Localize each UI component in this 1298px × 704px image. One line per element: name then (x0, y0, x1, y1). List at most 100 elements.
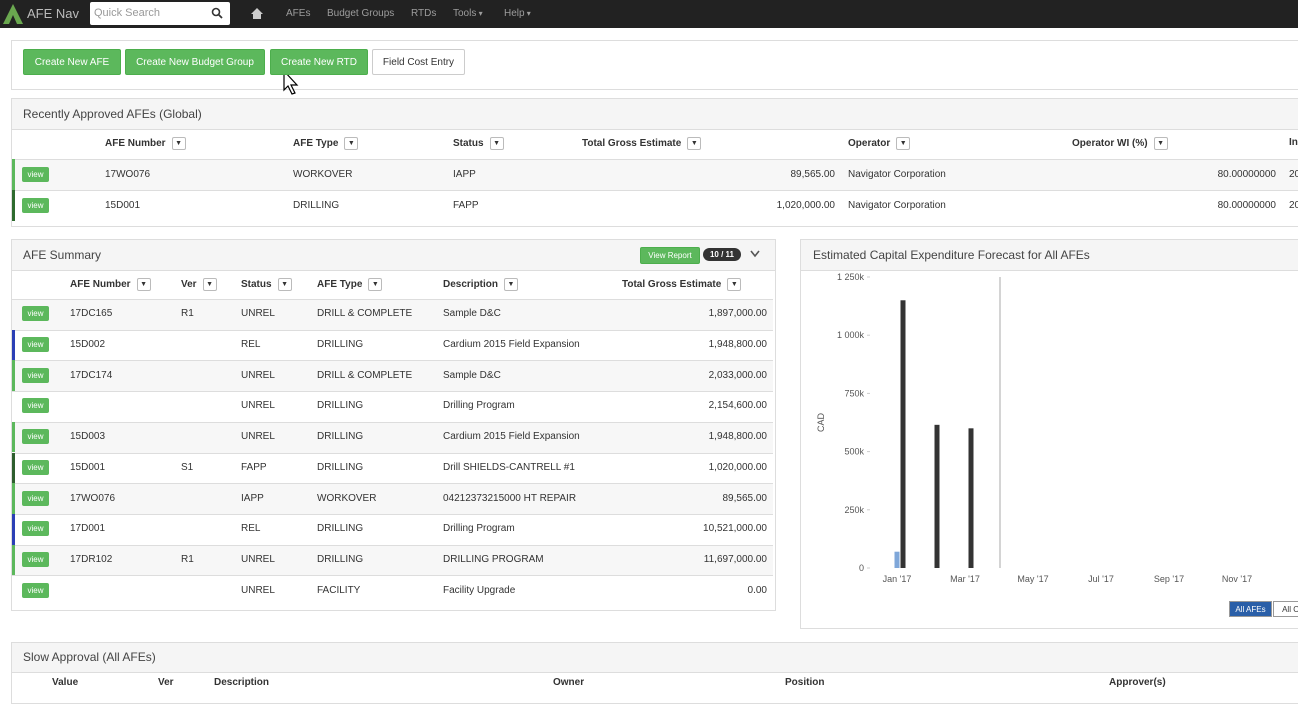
sort-dropdown[interactable]: ▼ (489, 137, 504, 150)
column-header[interactable]: AFE Type ▼ (293, 137, 359, 150)
action-button[interactable]: Create New RTD (270, 49, 368, 75)
view-button[interactable]: view (22, 521, 49, 537)
sort-dropdown[interactable]: ▼ (1153, 137, 1168, 150)
table-cell: 04212373215000 HT REPAIR (443, 492, 577, 504)
table-cell: 89,565.00 (722, 492, 768, 504)
x-tick-label: Jul '17 (1088, 574, 1114, 584)
sort-dropdown[interactable]: ▼ (687, 137, 702, 150)
x-tick-label: Sep '17 (1154, 574, 1184, 584)
column-header[interactable]: Status ▼ (453, 137, 504, 150)
view-button[interactable]: view (22, 398, 49, 414)
table-cell: Sample D&C (443, 369, 501, 381)
view-button[interactable]: view (22, 367, 49, 383)
brand[interactable]: AFE Nav (27, 6, 80, 21)
table-cell: R1 (181, 553, 194, 565)
y-tick-label: 1 000k (837, 330, 865, 340)
row-marker (12, 190, 15, 221)
view-button[interactable]: view (22, 582, 49, 598)
view-button[interactable]: view (22, 166, 49, 182)
sort-dropdown[interactable]: ▼ (344, 137, 359, 150)
row-marker (12, 360, 15, 392)
table-cell: 1,020,000.00 (776, 199, 835, 211)
home-icon[interactable] (251, 8, 263, 20)
column-header[interactable]: Owner (553, 677, 585, 688)
column-header[interactable]: Ver (158, 677, 174, 688)
chart: 0 250k 500k 750k 1 000k 1 250k CAD Jan '17 Mar '… (816, 272, 1252, 584)
column-header[interactable]: Position (785, 677, 825, 688)
sort-dropdown[interactable]: ▼ (136, 278, 151, 291)
sort-dropdown[interactable]: ▼ (368, 278, 383, 291)
toggle-button[interactable]: All Op (1273, 601, 1298, 617)
column-header[interactable]: AFE Number ▼ (70, 278, 151, 291)
column-header[interactable]: Total Gross Estimate ▼ (622, 278, 742, 291)
action-button[interactable]: Create New AFE (23, 49, 121, 75)
collapse-icon[interactable] (750, 250, 760, 258)
column-header[interactable]: Value (52, 677, 79, 688)
column-header[interactable]: Operator WI (%) ▼ (1072, 137, 1168, 150)
table-cell: 0.00 (747, 584, 767, 596)
view-button[interactable]: view (22, 337, 49, 353)
column-header[interactable]: Status ▼ (241, 278, 292, 291)
table-cell: 1,897,000.00 (708, 308, 767, 320)
slow-panel (11, 642, 1298, 704)
table-cell: 10,521,000.00 (703, 523, 767, 535)
table-cell: UNREL (241, 584, 275, 596)
view-button[interactable]: view (22, 490, 49, 506)
view-button[interactable]: view (22, 197, 49, 213)
column-header[interactable]: Operator ▼ (848, 137, 911, 150)
table-cell: 17D001 (70, 523, 106, 535)
nav-link[interactable]: Tools ▾ (453, 8, 483, 19)
view-button[interactable]: view (22, 429, 49, 445)
x-tick-label: Jan '17 (883, 574, 912, 584)
row-marker (12, 544, 15, 576)
column-header[interactable]: Description (214, 677, 270, 688)
panel-title: Recently Approved AFEs (Global) (23, 107, 202, 121)
column-header[interactable]: Total Gross Estimate ▼ (582, 137, 702, 150)
panel-title: Slow Approval (All AFEs) (23, 650, 156, 664)
sort-dropdown[interactable]: ▼ (171, 137, 186, 150)
view-button[interactable]: view (22, 551, 49, 567)
caret: ▾ (476, 9, 483, 18)
y-tick-label: 250k (844, 505, 864, 515)
action-button[interactable]: Create New Budget Group (125, 49, 265, 75)
column-header[interactable]: Description ▼ (443, 278, 519, 291)
table-cell: UNREL (241, 369, 275, 381)
nav-link[interactable]: Budget Groups (327, 8, 395, 19)
column-header[interactable]: AFE Type ▼ (317, 278, 383, 291)
view-button[interactable]: view (22, 459, 49, 475)
table-cell: 2,154,600.00 (708, 400, 767, 412)
view-button[interactable]: view (22, 306, 49, 322)
column-header[interactable]: Ver ▼ (181, 278, 217, 291)
action-button[interactable]: Field Cost Entry (372, 49, 465, 75)
table-cell: Drill SHIELDS-CANTRELL #1 (443, 461, 575, 473)
row-marker (12, 513, 15, 545)
column-header[interactable]: In (1289, 137, 1298, 148)
sort-dropdown[interactable]: ▼ (504, 278, 519, 291)
nav-link[interactable]: AFEs (286, 8, 311, 19)
column-header[interactable]: AFE Number ▼ (105, 137, 186, 150)
sort-dropdown[interactable]: ▼ (896, 137, 911, 150)
nav-link[interactable]: Help ▾ (504, 8, 531, 19)
nav-link[interactable]: RTDs (411, 8, 437, 19)
table-cell: 2,033,000.00 (708, 369, 767, 381)
sort-dropdown[interactable]: ▼ (202, 278, 217, 291)
row-marker (12, 421, 15, 453)
view-report-button[interactable]: View Report (640, 247, 700, 264)
row-marker (12, 329, 15, 361)
search-icon (211, 7, 223, 19)
table-cell: 15D002 (70, 339, 106, 351)
table-cell: 15D001 (105, 199, 141, 211)
sort-dropdown[interactable]: ▼ (727, 278, 742, 291)
table-cell: Facility Upgrade (443, 584, 516, 596)
search-box[interactable]: Quick Search (90, 2, 230, 25)
y-tick-label: 750k (844, 388, 864, 398)
column-header[interactable]: Approver(s) (1109, 677, 1166, 688)
table-cell: 20 (1289, 199, 1298, 211)
sort-dropdown[interactable]: ▼ (277, 278, 292, 291)
toggle-button[interactable]: All AFEs (1229, 601, 1272, 617)
table-cell: DRILLING (317, 400, 364, 412)
table-cell: R1 (181, 308, 194, 320)
navbar: AFE Nav Quick Search (0, 0, 1298, 28)
table-row (12, 513, 773, 546)
table-cell: DRILL & COMPLETE (317, 308, 413, 320)
